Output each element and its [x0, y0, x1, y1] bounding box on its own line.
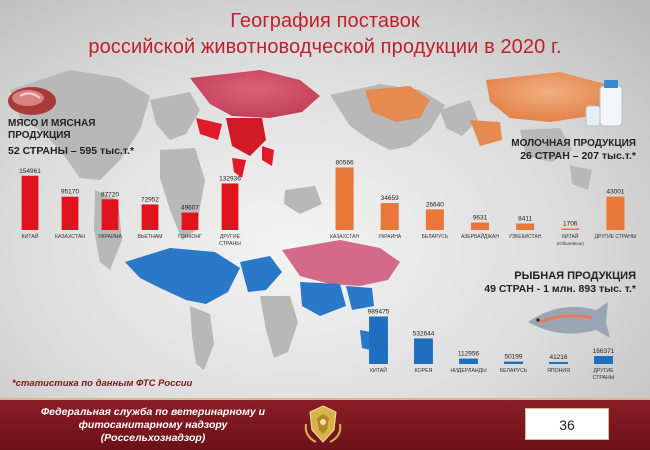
footer-line-2: фитосанитарному надзору — [78, 419, 228, 431]
meat-heading-1: МЯСО И МЯСНАЯ — [8, 118, 96, 129]
category-label: УЗБЕКИСТАН — [509, 234, 542, 240]
category-label: ВЬЕТНАМ — [137, 234, 162, 240]
bar — [335, 167, 354, 230]
bar-value-label: 989475 — [368, 309, 390, 316]
dairy-count: 26 СТРАН – 207 тыс.т.* — [520, 150, 636, 162]
bar — [504, 361, 523, 364]
footer-agency-name: Федеральная служба по ветеринарному и фи… — [18, 406, 288, 445]
fish-image — [528, 302, 610, 338]
category-label: УКРАИНА — [378, 234, 402, 240]
category-label: ДРУГИЕ СТРАНЫ — [595, 234, 637, 240]
fish-label: РЫБНАЯ ПРОДУКЦИЯ 49 СТРАН - 1 млн. 893 т… — [440, 270, 636, 296]
meat-count: 52 СТРАНЫ – 595 тыс.т.* — [8, 145, 135, 157]
bar-value-label: 87720 — [101, 191, 119, 198]
emblem-icon — [304, 405, 342, 443]
meat-label: МЯСО И МЯСНАЯ ПРОДУКЦИЯ 52 СТРАНЫ – 595 … — [8, 118, 134, 157]
fish-world-map — [125, 240, 400, 370]
bar — [594, 356, 613, 364]
bar-value-label: 95170 — [61, 189, 79, 196]
dairy-bar-chart: 80566 КАЗАХСТАН 34659 УКРАИНА 26640 БЕЛАРУСЬ 9… — [330, 159, 637, 246]
title-line-1: География поставок — [230, 10, 420, 32]
footer-line-3: (Россельхознадзор) — [100, 432, 206, 444]
meat-image — [8, 87, 56, 115]
category-label: КИТАЙ — [562, 232, 579, 240]
bar-value-label: 532644 — [413, 330, 435, 337]
bar-value-label: 9631 — [473, 215, 488, 222]
category-label: БЕЛАРУСЬ — [422, 234, 449, 240]
category-label: КИТАЙ — [370, 366, 387, 374]
bar-value-label: 166371 — [593, 348, 615, 355]
meat-bar-chart: 154961 КИТАЙ 95170 КАЗАХСТАН 87720 УКРАИНА 729… — [19, 168, 241, 247]
bar — [606, 196, 625, 230]
dairy-world-map — [330, 72, 612, 190]
bar — [141, 204, 159, 230]
category-label: КОРЕЯ — [415, 368, 433, 374]
footer: Федеральная служба по ветеринарному и фи… — [0, 398, 650, 450]
milk-image — [585, 80, 623, 127]
bar — [380, 203, 399, 230]
bar-value-label: 43001 — [606, 189, 624, 196]
bar-value-label: 132936 — [219, 175, 241, 182]
category-label: СТРАНЫ — [219, 241, 241, 247]
category-label: СТРАНЫ — [593, 375, 615, 381]
bar-value-label: 41216 — [549, 354, 567, 361]
bar — [21, 175, 39, 230]
category-label: ДРУГИЕ — [220, 234, 241, 240]
dairy-heading: МОЛОЧНАЯ ПРОДУКЦИЯ — [511, 138, 636, 149]
bar — [425, 209, 444, 230]
bar-value-label: 50199 — [504, 354, 522, 361]
bar — [459, 358, 478, 364]
category-label: ГОНКОНГ — [178, 234, 202, 240]
bar — [181, 212, 199, 230]
bar — [61, 196, 79, 230]
fish-heading: РЫБНАЯ ПРОДУКЦИЯ — [514, 270, 636, 282]
bar — [470, 222, 490, 230]
bar — [221, 183, 239, 230]
bar — [549, 362, 568, 364]
fish-bar-chart: 989475 КИТАЙ 532644 КОРЕЯ 112956 НИДЕРЛАНДЫ 50… — [368, 309, 615, 381]
category-label: КАЗАХСТАН — [330, 234, 359, 240]
category-label: КАЗАХСТАН — [55, 234, 85, 240]
bar — [414, 338, 433, 364]
world-maps — [8, 70, 623, 370]
bar-value-label: 1706 — [563, 221, 578, 228]
category-label: ДРУГИЕ — [593, 368, 614, 374]
dairy-label: МОЛОЧНАЯ ПРОДУКЦИЯ 26 СТРАН – 207 тыс.т.… — [478, 138, 636, 162]
category-label: УКРАИНА — [98, 234, 122, 240]
bar — [101, 199, 119, 230]
fish-count: 49 СТРАН - 1 млн. 893 тыс. т.* — [484, 283, 636, 295]
bar-value-label: 112956 — [458, 351, 480, 358]
bar-value-label: 26640 — [426, 201, 444, 208]
category-label: КИТАЙ — [22, 232, 39, 240]
footnote: *статистика по данным ФТС России — [12, 378, 193, 389]
bar-value-label: 72952 — [141, 196, 159, 203]
page-title: География поставок российской животновод… — [0, 8, 650, 60]
category-label: ЯПОНИЯ — [547, 368, 570, 374]
category-label: АЗЕРБАЙДЖАН — [461, 232, 499, 240]
bar — [516, 223, 535, 230]
bar-value-label: 49607 — [181, 205, 199, 212]
bar — [369, 316, 388, 364]
title-line-2: российской животноводческой продукции в … — [88, 36, 562, 58]
category-label: БЕЛАРУСЬ — [500, 368, 528, 374]
bar — [561, 228, 580, 230]
bar-value-label: 80566 — [336, 159, 354, 166]
bar-value-label: 154961 — [19, 168, 41, 175]
bar-value-label: 34659 — [381, 195, 399, 202]
category-note: (Юбилейное) — [557, 241, 585, 246]
bar-value-label: 8411 — [518, 215, 532, 222]
page-number: 36 — [525, 408, 609, 440]
category-label: НИДЕРЛАНДЫ — [450, 368, 487, 374]
meat-heading-2: ПРОДУКЦИЯ — [8, 130, 71, 141]
footer-line-1: Федеральная служба по ветеринарному и — [40, 406, 266, 418]
